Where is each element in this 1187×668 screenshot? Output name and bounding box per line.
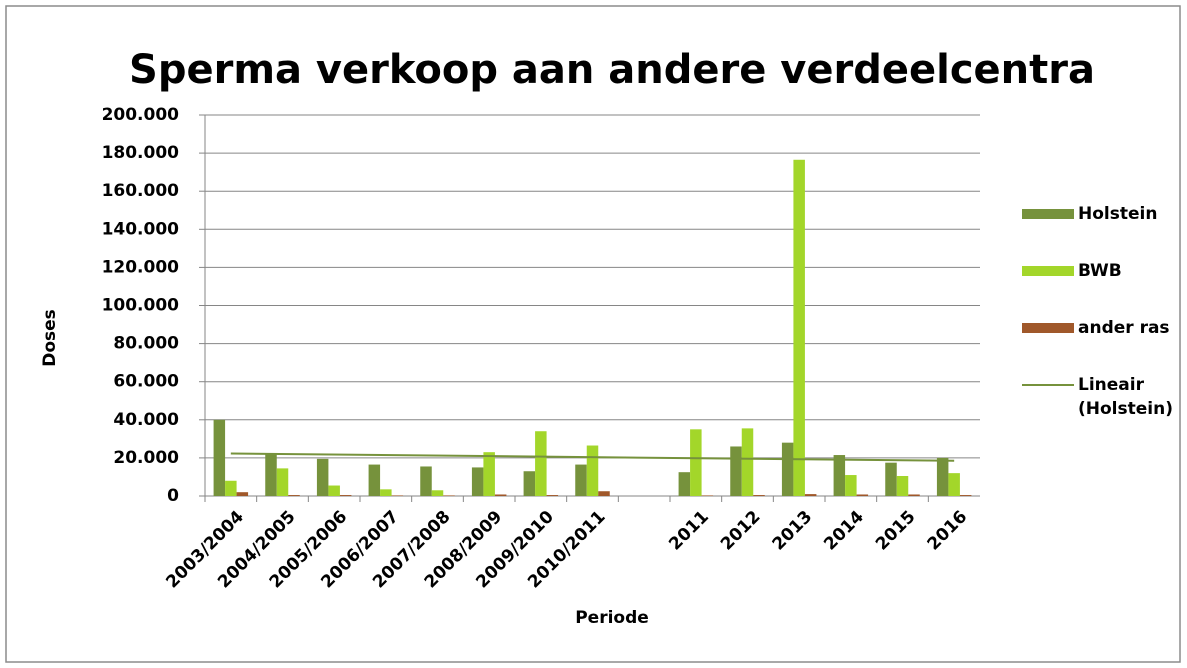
legend-label: Holstein — [1078, 204, 1157, 224]
y-tick-label: 100.000 — [102, 296, 180, 316]
bar — [276, 468, 289, 496]
bar — [443, 495, 455, 496]
bar — [380, 489, 392, 496]
y-tick-label: 20.000 — [113, 448, 179, 468]
bar — [741, 428, 754, 496]
bar — [753, 495, 765, 496]
legend-swatch — [1022, 323, 1074, 333]
bar — [494, 494, 507, 496]
bar — [896, 475, 909, 496]
bar — [701, 495, 714, 496]
bar — [575, 464, 587, 496]
legend-swatch — [1022, 266, 1074, 276]
bar — [213, 419, 226, 496]
bar — [523, 471, 536, 496]
bar — [328, 485, 340, 496]
legend-label: Lineair (Holstein) — [1078, 375, 1173, 419]
y-tick-label: 120.000 — [102, 257, 180, 277]
trendline — [230, 452, 955, 462]
bar — [948, 473, 960, 496]
bar — [225, 480, 237, 496]
bar — [908, 494, 920, 496]
y-axis-title: Doses — [40, 309, 60, 367]
bar — [316, 458, 329, 496]
bar — [885, 462, 897, 496]
bar — [936, 457, 949, 496]
bar — [845, 475, 857, 496]
x-axis-title: Periode — [575, 608, 649, 628]
bar — [730, 446, 742, 496]
legend-swatch — [1022, 209, 1074, 219]
bar — [391, 495, 404, 496]
y-tick-label: 60.000 — [113, 372, 179, 392]
bar — [959, 495, 972, 496]
bar — [420, 466, 432, 496]
bar — [265, 453, 277, 496]
legend-label: BWB — [1078, 261, 1122, 281]
y-tick-label: 180.000 — [102, 143, 180, 163]
y-tick-label: 200.000 — [102, 105, 180, 125]
y-tick-label: 140.000 — [102, 219, 180, 239]
y-tick-label: 160.000 — [102, 181, 180, 201]
bar — [288, 495, 300, 496]
bar — [833, 455, 846, 496]
y-tick-label: 80.000 — [113, 334, 179, 354]
bar — [483, 452, 495, 496]
bar — [856, 494, 869, 496]
y-tick-label: 0 — [167, 486, 179, 506]
bar — [586, 445, 599, 496]
bar — [236, 492, 249, 496]
y-tick-label: 40.000 — [113, 410, 179, 430]
bar — [471, 467, 484, 496]
bar — [535, 431, 547, 496]
bar — [598, 491, 610, 496]
bar — [431, 490, 444, 496]
bar — [678, 472, 691, 496]
bar — [546, 495, 559, 496]
legend-label: ander ras — [1078, 318, 1170, 338]
bar — [368, 464, 381, 496]
bar — [339, 495, 352, 496]
bar — [793, 159, 805, 496]
bar — [781, 442, 794, 496]
chart-title: Sperma verkoop aan andere verdeelcentra — [129, 47, 1095, 93]
bar — [804, 494, 817, 496]
bar — [690, 429, 702, 496]
